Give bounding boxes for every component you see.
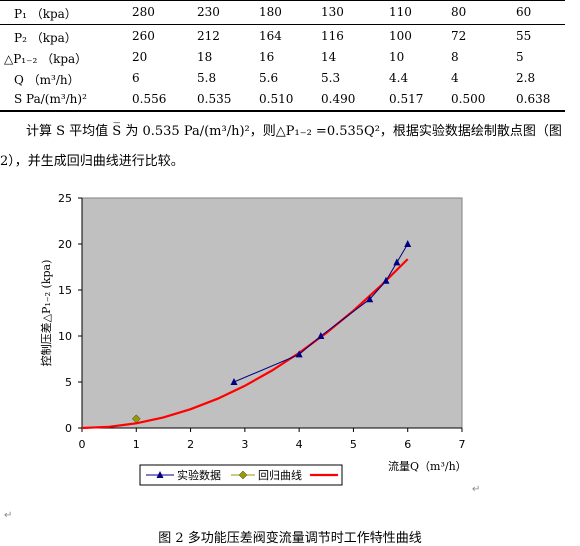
experimental-data-point [382,276,390,284]
cell: 4.4 [389,71,409,85]
cell: 8 [451,50,459,64]
cell: 212 [197,29,220,43]
table-top-rule [0,0,565,1]
cell: 0.500 [451,92,486,106]
experimental-data-point [295,350,303,358]
table-row-dp: △P₁₋₂ （kpa） 20 18 16 14 10 8 5 [0,46,580,69]
cell: 18 [197,50,213,64]
cell: 10 [389,50,405,64]
cell: 0.638 [516,92,551,106]
legend-label: 回归曲线 [258,468,302,482]
x-tick-label: 2 [187,438,194,451]
cell: 5.3 [321,71,341,85]
x-tick-label: 6 [404,438,411,451]
paragraph-mark: ↵ [472,484,481,495]
x-tick-label: 1 [133,438,140,451]
cell: 230 [197,5,220,19]
table-row-q: Q （m³/h） 6 5.8 5.6 5.3 4.4 4 2.8 [0,67,580,90]
cell: 130 [321,5,344,19]
experimental-data-point [404,240,412,247]
regression-data-point [131,414,141,424]
cell: 20 [132,50,148,64]
y-tick-label: 15 [58,284,72,297]
y-tick-label: 25 [58,192,72,205]
y-axis-title: 控制压差△P₁₋₂ (kpa) [39,260,53,367]
cell: 2.8 [516,71,536,85]
cell: 164 [259,29,282,43]
cell: 5.8 [197,71,217,85]
chart-svg: 0 5 10 15 20 25 0 1 2 3 4 5 6 7 控制压差△P₁₋₂ (kpa) 流量Q（m³/… [39,192,467,486]
cell: 0.510 [259,92,294,106]
table-bottom-rule [0,110,565,112]
y-tick-label: 0 [65,422,72,435]
cell: 0.556 [132,92,167,106]
cell: 280 [132,5,155,19]
cell: 110 [389,5,412,19]
x-tick-label: 0 [79,438,86,451]
cell: 0.517 [389,92,424,106]
cell: 260 [132,29,155,43]
cell: 5 [516,50,524,64]
y-tick-label: 5 [65,376,72,389]
legend-marker-regression [238,470,248,480]
table-rule [0,24,565,25]
cell: 4 [451,71,459,85]
x-tick-label: 3 [241,438,248,451]
experimental-data-point [366,295,374,303]
cell: 180 [259,5,282,19]
row-label: Q （m³/h） [14,73,80,87]
cell: 14 [321,50,337,64]
table-row-s: S Pa/(m³/h)² 0.556 0.535 0.510 0.490 0.5… [0,88,580,111]
x-tick-label: 7 [459,438,466,451]
cell: 16 [259,50,275,64]
paragraph-line: 计算 S 平均值 S̅ 为 0.535 Pa/(m³/h)²，则△P₁₋₂ =0… [26,124,562,139]
cell: 55 [516,29,532,43]
experimental-data-point [393,258,401,266]
y-tick-label: 10 [58,330,72,343]
cell: 6 [132,71,140,85]
legend-label: 实验数据 [177,468,221,482]
cell: 72 [451,29,467,43]
plot-area [81,197,463,429]
cell: 0.535 [197,92,232,106]
cell: 116 [321,29,344,43]
cell: 100 [389,29,412,43]
table-row-p2: P₂ （kpa） 260 212 164 116 100 72 55 [0,25,580,48]
table-row-p1: P₁ （kpa） 280 230 180 130 110 80 60 [0,1,580,24]
regression-curve-line [81,258,409,430]
figure: 0 5 10 15 20 25 0 1 2 3 4 5 6 7 控制压差△P₁₋₂ (kpa) 流量Q（m³/… [0,188,580,521]
x-axis-title: 流量Q（m³/h） [388,459,467,473]
row-label: P₁ （kpa） [14,7,77,21]
row-label: S Pa/(m³/h)² [14,92,87,106]
cell: 0.490 [321,92,356,106]
row-label: P₂ （kpa） [14,31,77,45]
legend-marker-experimental [156,471,164,478]
experimental-data-point [230,378,238,385]
cell: 60 [516,5,532,19]
cell: 5.6 [259,71,279,85]
row-label: △P₁₋₂ （kpa） [4,52,88,66]
figure-caption: 图 2 多功能压差阀变流量调节时工作特性曲线 [158,531,422,546]
paragraph-line: 2），并生成回归曲线进行比较。 [0,154,184,169]
y-tick-label: 20 [58,238,72,251]
x-tick-label: 5 [350,438,357,451]
paragraph-mark: ↵ [4,510,13,521]
cell: 80 [451,5,467,19]
body-paragraph: 计算 S 平均值 S̅ 为 0.535 Pa/(m³/h)²，则△P₁₋₂ =0… [0,117,575,177]
x-tick-label: 4 [296,438,303,451]
experimental-data-point [317,332,325,339]
